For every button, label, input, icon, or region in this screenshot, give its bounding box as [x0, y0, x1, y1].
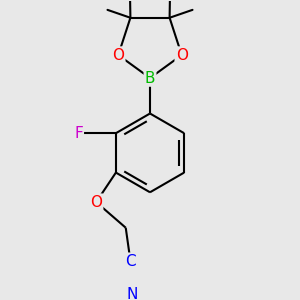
Text: O: O	[112, 47, 124, 62]
Text: N: N	[127, 287, 138, 300]
Text: C: C	[125, 254, 136, 269]
Text: O: O	[176, 47, 188, 62]
Text: F: F	[74, 126, 83, 141]
Text: B: B	[145, 70, 155, 86]
Text: O: O	[90, 195, 102, 210]
